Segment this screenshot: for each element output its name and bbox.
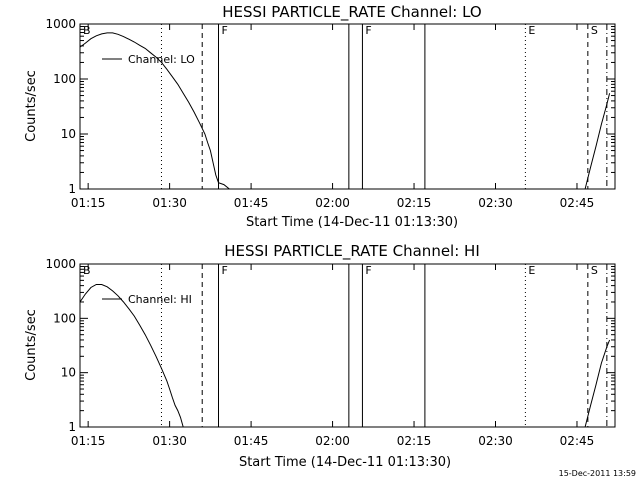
- x-tick-label: 02:00: [315, 196, 350, 210]
- timestamp: 15-Dec-2011 13:59: [559, 469, 636, 478]
- x-axis-label: Start Time (14-Dec-11 01:13:30): [239, 455, 451, 470]
- y-tick-label: 1000: [45, 17, 76, 31]
- x-tick-label: 02:15: [397, 434, 432, 448]
- y-tick-label: 10: [61, 127, 76, 141]
- event-marker-label: E: [528, 24, 535, 37]
- x-tick-label: 02:45: [560, 434, 595, 448]
- x-tick-label: 02:45: [560, 196, 595, 210]
- event-marker-label: F: [365, 24, 371, 37]
- event-marker-label: B: [83, 264, 91, 277]
- plot-content: B F F E S 01:15 01:30 01:45 02:00 02:15 02:30 02:45…: [45, 17, 615, 210]
- event-marker-label: F: [222, 24, 228, 37]
- y-tick-label: 100: [53, 72, 76, 86]
- chart-panel-hi: HESSI PARTICLE_RATE Channel: HI B F F E S 01:…: [24, 242, 616, 470]
- x-tick-label: 01:15: [71, 434, 106, 448]
- x-tick-label: 01:30: [152, 434, 187, 448]
- x-tick-label: 01:30: [152, 196, 187, 210]
- x-tick-label: 01:45: [234, 434, 269, 448]
- chart-title: HESSI PARTICLE_RATE Channel: HI: [224, 242, 480, 261]
- series-line: [584, 339, 611, 427]
- legend-label: Channel: LO: [128, 53, 195, 66]
- y-tick-label: 1: [68, 182, 76, 196]
- y-tick-label: 1: [68, 420, 76, 434]
- x-tick-label: 02:30: [478, 434, 513, 448]
- x-tick-label: 02:30: [478, 196, 513, 210]
- x-axis-label: Start Time (14-Dec-11 01:13:30): [246, 215, 458, 230]
- event-marker-label: E: [528, 264, 535, 277]
- y-axis-label: Counts/sec: [24, 70, 39, 142]
- series-line: [584, 93, 611, 189]
- event-marker-label: F: [222, 264, 228, 277]
- x-tick-label: 01:45: [234, 196, 269, 210]
- plot-frame: [79, 23, 616, 190]
- event-marker-label: F: [365, 264, 371, 277]
- event-marker-label: S: [591, 24, 598, 37]
- series-line: [80, 284, 184, 427]
- y-axis-label: Counts/sec: [24, 309, 39, 381]
- y-tick-label: 100: [53, 311, 76, 325]
- x-tick-label: 02:15: [397, 196, 432, 210]
- x-tick-label: 01:15: [71, 196, 106, 210]
- chart-panel-lo: HESSI PARTICLE_RATE Channel: LO B F F E S 01:…: [24, 3, 616, 230]
- event-marker-label: B: [83, 24, 91, 37]
- x-tick-label: 02:00: [315, 434, 350, 448]
- chart-title: HESSI PARTICLE_RATE Channel: LO: [222, 3, 481, 22]
- y-tick-label: 10: [61, 366, 76, 380]
- plot-content: B F F E S 01:15 01:30 01:45 02:00 02:15 02:30 02:45…: [45, 257, 615, 448]
- y-tick-label: 1000: [45, 257, 76, 271]
- legend-label: Channel: HI: [128, 293, 192, 306]
- series-line: [80, 32, 230, 189]
- plot-frame: [79, 263, 616, 428]
- event-marker-label: S: [591, 264, 598, 277]
